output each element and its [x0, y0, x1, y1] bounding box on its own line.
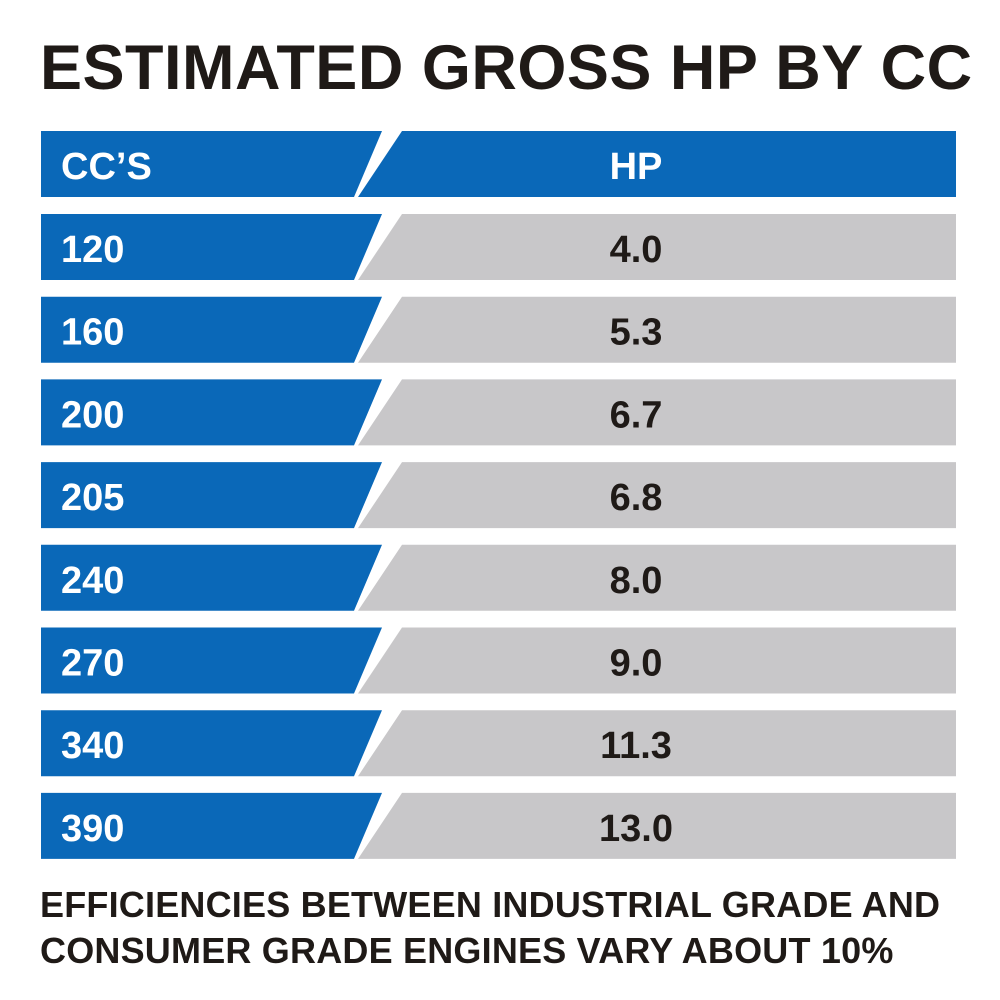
table-row: 120 4.0 [41, 214, 956, 280]
cc-cell [41, 792, 382, 859]
chart-title: ESTIMATED GROSS HP BY CC [40, 33, 973, 103]
cc-cell [41, 379, 382, 446]
hp-cell [358, 792, 956, 859]
header-hp-label: HP [610, 146, 663, 188]
hp-cell [358, 627, 956, 694]
cc-cell [41, 462, 382, 529]
header-cc-label: CC’S [61, 146, 152, 188]
footnote-line-2: CONSUMER GRADE ENGINES VARY ABOUT 10% [40, 930, 894, 971]
cc-value: 160 [61, 312, 124, 354]
cc-cell [41, 296, 382, 363]
cc-cell [41, 544, 382, 611]
table-body: 120 4.0 160 5.3 200 6.7 205 6.8 240 8.0 270 9.0 340 1… [41, 214, 956, 859]
header-cc-cell [41, 131, 382, 197]
hp-cell [358, 544, 956, 611]
cc-value: 390 [61, 808, 124, 850]
footnote: EFFICIENCIES BETWEEN INDUSTRIAL GRADE AN… [40, 882, 970, 974]
header-hp-cell [358, 131, 956, 197]
footnote-line-1: EFFICIENCIES BETWEEN INDUSTRIAL GRADE AN… [40, 884, 941, 925]
table-header: CC’S HP [41, 131, 956, 197]
cc-cell [41, 710, 382, 777]
hp-value: 13.0 [599, 808, 673, 850]
cc-value: 200 [61, 394, 124, 436]
table-row: 240 8.0 [41, 544, 956, 611]
hp-cell [358, 296, 956, 363]
hp-cell [358, 462, 956, 529]
cc-value: 240 [61, 560, 124, 602]
cc-cell [41, 214, 382, 280]
cc-cell [41, 627, 382, 694]
cc-value: 340 [61, 725, 124, 767]
hp-value: 9.0 [610, 643, 663, 685]
hp-value: 6.8 [610, 477, 663, 519]
cc-value: 270 [61, 643, 124, 685]
table-row: 270 9.0 [41, 627, 956, 694]
hp-value: 11.3 [600, 725, 672, 767]
hp-value: 8.0 [610, 560, 663, 602]
hp-value: 6.7 [610, 394, 663, 436]
table-row: 340 11.3 [41, 710, 956, 777]
hp-cell [358, 710, 956, 777]
table-row: 160 5.3 [41, 296, 956, 363]
hp-value: 4.0 [610, 229, 663, 271]
cc-value: 120 [61, 229, 124, 271]
hp-cell [358, 379, 956, 446]
cc-value: 205 [61, 477, 124, 519]
table-row: 390 13.0 [41, 792, 956, 859]
hp-value: 5.3 [610, 312, 663, 354]
table-row: 205 6.8 [41, 462, 956, 529]
hp-cell [358, 214, 956, 280]
table-row: 200 6.7 [41, 379, 956, 446]
